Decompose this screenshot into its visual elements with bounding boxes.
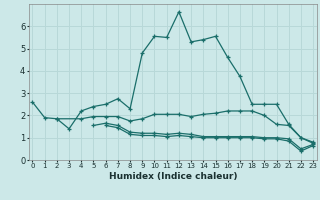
X-axis label: Humidex (Indice chaleur): Humidex (Indice chaleur) bbox=[108, 172, 237, 181]
